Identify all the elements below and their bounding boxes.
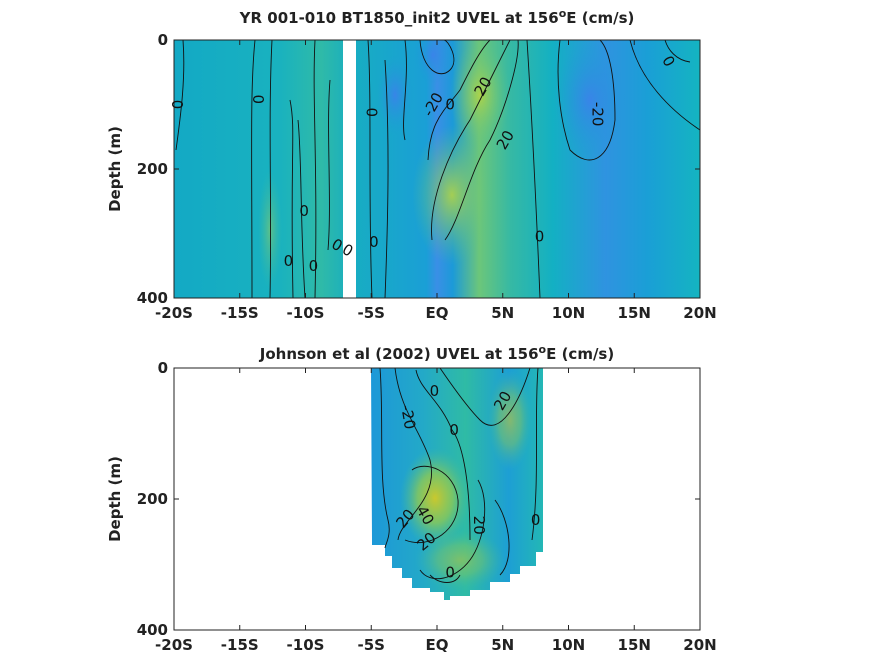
top-contour-label: 0: [535, 228, 545, 246]
bottom-contour-label: 0: [430, 382, 440, 400]
bottom-contour-label: 0: [449, 421, 459, 439]
top-xtick-label: 20N: [683, 304, 716, 322]
top-xtick-label: -15S: [221, 304, 259, 322]
top-contour-label: 0: [369, 233, 379, 251]
top-xtick-label: 10N: [552, 304, 585, 322]
top-contour-label: 0: [362, 107, 380, 117]
bottom-xtick-label: EQ: [426, 636, 449, 654]
bottom-panel: Johnson et al (2002) UVEL at 156oE (cm/s…: [106, 343, 717, 654]
bottom-contour-label: 20: [470, 516, 488, 535]
top-ylabel: Depth (m): [106, 126, 124, 212]
top-ytick-label: 0: [158, 31, 168, 49]
bottom-xtick-label: -10S: [287, 636, 325, 654]
top-colormap: [174, 40, 700, 298]
top-xtick-label: EQ: [426, 304, 449, 322]
top-contour-label: 0: [299, 202, 309, 220]
top-xtick-label: 5N: [491, 304, 514, 322]
bottom-ylabel: Depth (m): [106, 456, 124, 542]
bottom-title: Johnson et al (2002) UVEL at 156oE (cm/s…: [259, 343, 614, 363]
top-contour-label: 0: [169, 100, 187, 110]
top-ytick-label: 200: [137, 160, 168, 178]
bottom-xtick-label: -15S: [221, 636, 259, 654]
bottom-ytick-label: 0: [158, 359, 168, 377]
bottom-xtick-label: 10N: [552, 636, 585, 654]
top-xtick-label: -10S: [287, 304, 325, 322]
bottom-colormap: [371, 368, 543, 600]
top-axes: -20S -15S -10S -5S EQ 5N 10N 15N 20N 0 200 400: [137, 31, 717, 322]
bottom-contour-label: 0: [531, 511, 541, 529]
top-contour-label: 0: [309, 257, 319, 275]
bottom-xtick-label: -20S: [155, 636, 193, 654]
top-xtick-label: -5S: [358, 304, 385, 322]
top-xtick-label: -20S: [155, 304, 193, 322]
top-title: YR 001-010 BT1850_init2 UVEL at 156oE (c…: [239, 7, 635, 27]
bottom-ytick-label: 200: [137, 490, 168, 508]
bottom-contour-label: -20: [397, 403, 419, 430]
top-panel: YR 001-010 BT1850_init2 UVEL at 156oE (c…: [106, 7, 717, 322]
bottom-xtick-label: 20N: [683, 636, 716, 654]
top-contour-label: 0: [249, 95, 267, 105]
top-contour-label: 0: [284, 252, 294, 270]
bottom-xtick-label: 15N: [618, 636, 651, 654]
top-xtick-label: 15N: [618, 304, 651, 322]
top-contour-label: -20: [588, 102, 606, 127]
top-contour-label: 0: [445, 96, 455, 114]
bottom-ytick-label: 400: [137, 621, 168, 639]
top-ytick-label: 400: [137, 289, 168, 307]
bottom-contour-label: 0: [445, 563, 455, 581]
bottom-xtick-label: 5N: [491, 636, 514, 654]
bottom-xtick-label: -5S: [358, 636, 385, 654]
